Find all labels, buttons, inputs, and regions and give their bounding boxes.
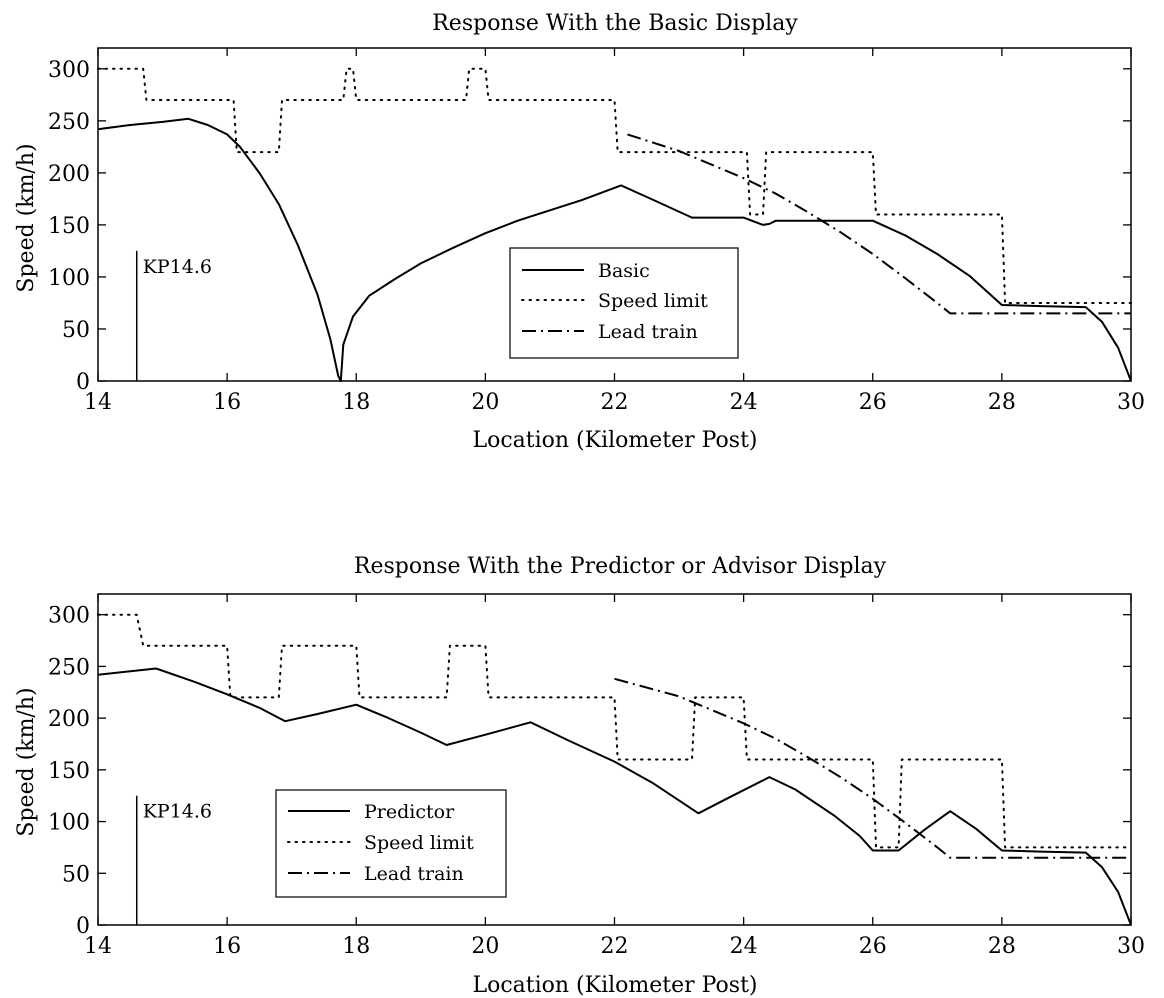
legend-label-lead-train: Lead train — [364, 863, 464, 885]
y-tick-label: 50 — [62, 862, 90, 887]
legend-box — [509, 247, 739, 359]
y-tick-label: 100 — [48, 811, 90, 836]
y-tick-label: 300 — [48, 58, 90, 83]
series-line-speed-limit — [97, 613, 1132, 849]
y-tick-label: 0 — [76, 914, 90, 939]
x-axis-label: Location (Kilometer Post) — [472, 973, 757, 998]
series-line-predictor — [97, 667, 1132, 926]
kp-marker-label: KP14.6 — [143, 801, 212, 823]
legend-label-speed-limit: Speed limit — [364, 832, 474, 854]
x-tick-label: 14 — [84, 934, 112, 959]
annotation-layer: KP14.6 — [135, 795, 212, 925]
x-tick-label: 14 — [84, 390, 112, 415]
kp-marker-label: KP14.6 — [143, 256, 212, 278]
x-tick-label: 30 — [1117, 934, 1145, 959]
x-tick-label: 26 — [859, 934, 887, 959]
legend-label-basic: Basic — [598, 260, 650, 282]
legend-box — [275, 789, 507, 898]
series-line-speed-limit — [97, 67, 1132, 304]
x-axis-label: Location (Kilometer Post) — [472, 428, 757, 453]
series-line-lead-train — [627, 133, 1131, 315]
series-layer — [97, 67, 1132, 382]
x-tick-label: 28 — [988, 390, 1016, 415]
x-tick-label: 28 — [988, 934, 1016, 959]
x-tick-label: 20 — [471, 934, 499, 959]
y-tick-label: 50 — [62, 318, 90, 343]
x-tick-label: 16 — [213, 390, 241, 415]
y-tick-label: 300 — [48, 604, 90, 629]
x-tick-label: 16 — [213, 934, 241, 959]
y-tick-label: 150 — [48, 759, 90, 784]
y-tick-label: 200 — [48, 707, 90, 732]
chart-title: Response With the Predictor or Advisor D… — [354, 554, 887, 579]
series-line-lead-train — [614, 677, 1131, 859]
chart-title: Response With the Basic Display — [432, 11, 798, 36]
legend: Predictor Speed limit Lead train — [275, 789, 507, 898]
x-tick-label: 24 — [730, 934, 758, 959]
x-tick-label: 22 — [601, 390, 629, 415]
chart-panel-basic: Response With the Basic Display Location… — [14, 11, 1145, 453]
y-tick-label: 0 — [76, 370, 90, 395]
x-tick-label: 18 — [342, 390, 370, 415]
x-tick-label: 20 — [471, 390, 499, 415]
y-tick-label: 250 — [48, 110, 90, 135]
y-tick-label: 250 — [48, 655, 90, 680]
y-tick-label: 200 — [48, 162, 90, 187]
chart-panel-predictor: Response With the Predictor or Advisor D… — [14, 554, 1145, 998]
y-tick-label: 100 — [48, 266, 90, 291]
series-layer — [97, 613, 1132, 926]
y-axis-label: Speed (km/h) — [14, 687, 39, 836]
x-tick-label: 26 — [859, 390, 887, 415]
legend-label-speed-limit: Speed limit — [598, 290, 708, 312]
annotation-layer: KP14.6 — [135, 250, 212, 381]
y-axis-label: Speed (km/h) — [14, 143, 39, 292]
x-tick-label: 30 — [1117, 390, 1145, 415]
y-tick-label: 150 — [48, 214, 90, 239]
legend-label-lead-train: Lead train — [598, 321, 698, 343]
legend: Basic Speed limit Lead train — [509, 247, 739, 359]
x-tick-label: 24 — [730, 390, 758, 415]
legend-label-predictor: Predictor — [364, 801, 455, 823]
x-tick-label: 22 — [601, 934, 629, 959]
x-tick-label: 18 — [342, 934, 370, 959]
series-line-basic — [97, 117, 1132, 382]
